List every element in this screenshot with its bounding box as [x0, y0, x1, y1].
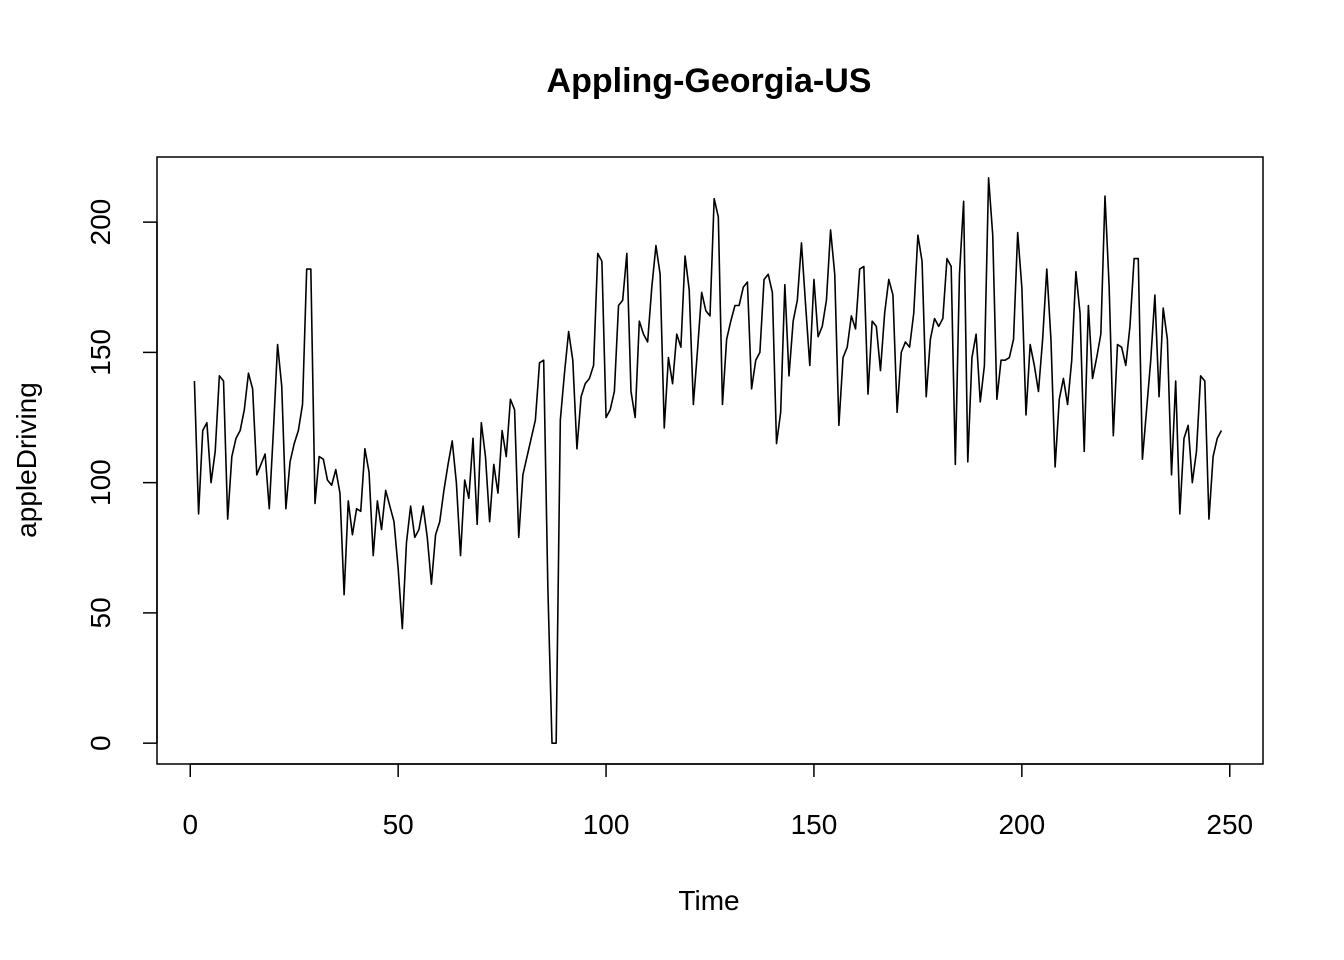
x-axis-label: Time [678, 885, 739, 916]
y-axis: 0 50 100 150 200 [85, 199, 158, 751]
y-tick-label: 0 [85, 735, 116, 751]
x-tick-label: 100 [583, 809, 630, 840]
y-tick-label: 200 [85, 199, 116, 246]
series-line [193, 177, 1223, 744]
x-tick-label: 50 [383, 809, 414, 840]
y-tick-label: 150 [85, 329, 116, 376]
x-tick-label: 0 [182, 809, 198, 840]
y-axis-label: appleDriving [11, 382, 42, 538]
y-tick-label: 50 [85, 597, 116, 628]
x-axis: 0 50 100 150 200 250 [182, 763, 1253, 840]
x-tick-label: 250 [1206, 809, 1253, 840]
x-tick-label: 200 [998, 809, 1045, 840]
chart-title: Appling-Georgia-US [547, 62, 872, 100]
x-tick-label: 150 [791, 809, 838, 840]
y-tick-label: 100 [85, 459, 116, 506]
